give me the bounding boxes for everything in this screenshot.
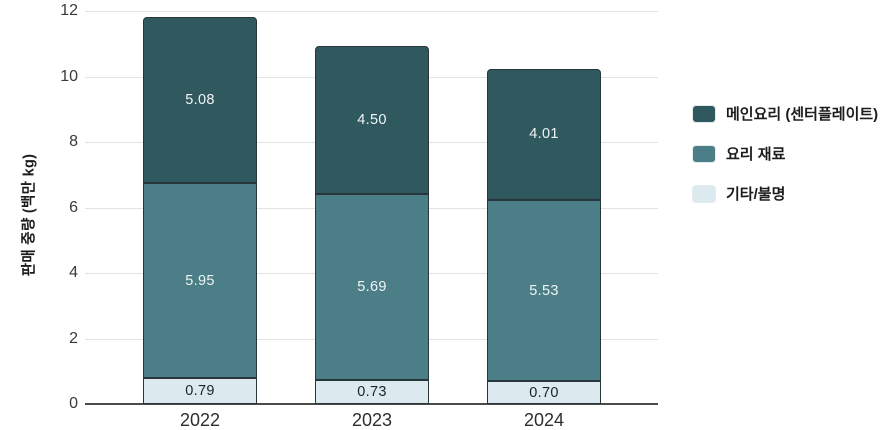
- segment-value-label: 5.53: [529, 282, 559, 299]
- bar-segment-2023: [315, 380, 429, 404]
- x-axis-line: [85, 403, 658, 405]
- bar-segment-2024: [487, 199, 601, 382]
- y-tick-label: 12: [60, 2, 78, 19]
- legend-label: 기타/불명: [726, 186, 786, 203]
- legend-swatch: [693, 185, 715, 202]
- bar-segment-2022: [143, 183, 257, 379]
- bar-segment-2023: [315, 46, 429, 194]
- gridline: [85, 11, 658, 12]
- x-tick-label: 2022: [179, 410, 221, 430]
- x-tick-label: 2024: [523, 410, 565, 430]
- legend-item: 요리 재료: [693, 143, 785, 164]
- bar-segment-2022: [143, 16, 257, 184]
- segment-value-label: 5.95: [185, 272, 215, 289]
- segment-value-label: 4.01: [529, 126, 559, 143]
- y-tick-label: 8: [69, 133, 78, 150]
- bar-segment-2024: [487, 381, 601, 404]
- bar-segment-2023: [315, 193, 429, 381]
- y-tick-label: 6: [69, 198, 78, 216]
- segment-value-label: 0.70: [529, 384, 559, 401]
- x-tick-label: 2023: [351, 410, 393, 430]
- segment-value-label: 5.08: [185, 92, 215, 109]
- legend-item: 기타/불명: [693, 183, 785, 204]
- bar-segment-2022: [143, 378, 257, 404]
- legend-swatch: [693, 145, 715, 162]
- segment-value-label: 0.79: [185, 383, 215, 400]
- bar-segment-2024: [487, 68, 601, 200]
- y-tick-label: 4: [69, 264, 78, 281]
- y-tick-label: 0: [69, 395, 78, 412]
- segment-value-label: 0.73: [357, 384, 387, 401]
- legend-item: 메인요리 (센터플레이트): [693, 103, 878, 124]
- legend-label: 요리 재료: [726, 146, 786, 163]
- segment-value-label: 4.50: [357, 112, 387, 129]
- y-tick-label: 10: [60, 67, 78, 85]
- y-tick-label: 2: [69, 329, 78, 347]
- legend-label: 메인요리 (센터플레이트): [726, 106, 879, 123]
- legend-swatch: [693, 105, 715, 122]
- segment-value-label: 5.69: [357, 278, 387, 295]
